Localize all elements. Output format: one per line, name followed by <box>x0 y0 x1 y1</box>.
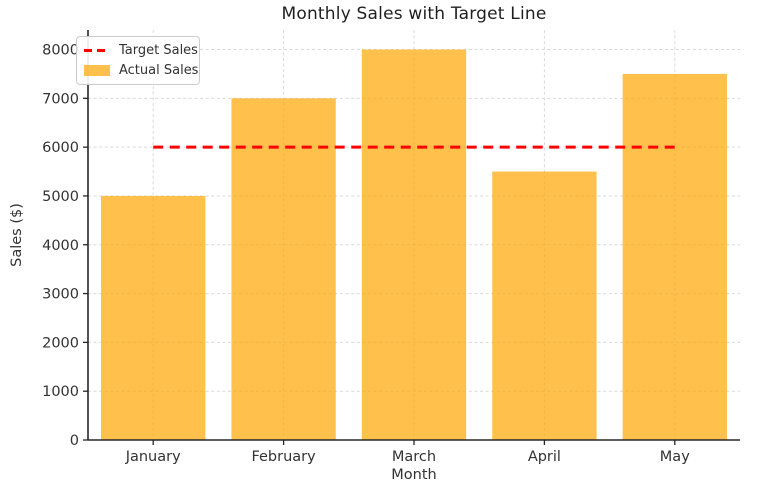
y-tick-label: 1000 <box>42 384 79 400</box>
y-tick-label: 6000 <box>42 140 79 156</box>
legend-label: Actual Sales <box>119 63 199 78</box>
y-tick-label: 5000 <box>42 189 79 205</box>
dashed-line-swatch-icon <box>84 49 110 52</box>
x-tick-label: January <box>125 449 181 465</box>
bar-may <box>622 73 727 440</box>
bar-february <box>231 98 336 440</box>
x-tick-label: April <box>528 449 561 465</box>
chart-title: Monthly Sales with Target Line <box>281 4 547 24</box>
bar-january <box>101 195 206 440</box>
bar-swatch-icon <box>84 65 110 76</box>
y-axis-label: Sales ($) <box>9 203 25 267</box>
y-tick-label: 4000 <box>42 238 79 254</box>
legend-label: Target Sales <box>119 43 198 58</box>
y-tick-label: 0 <box>70 433 79 449</box>
bar-april <box>492 171 597 441</box>
legend-item-actual-sales: Actual Sales <box>84 62 198 79</box>
y-tick-label: 8000 <box>42 43 79 59</box>
x-axis-label: Month <box>391 467 436 483</box>
legend-item-target-sales: Target Sales <box>84 42 198 59</box>
bar-march <box>361 49 467 441</box>
y-tick-label: 7000 <box>42 91 79 107</box>
y-tick-label: 3000 <box>42 287 79 303</box>
x-tick-label: May <box>660 449 690 465</box>
y-tick-label: 2000 <box>42 335 79 351</box>
legend: Target Sales Actual Sales <box>76 36 200 85</box>
x-tick-label: February <box>251 449 316 465</box>
x-tick-label: March <box>392 449 436 465</box>
